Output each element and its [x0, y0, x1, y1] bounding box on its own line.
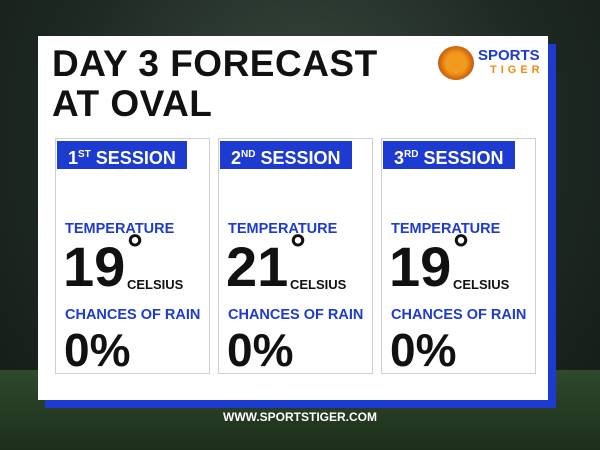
- session-header: 3RD SESSION: [383, 141, 515, 169]
- session-ordinal: 1: [68, 148, 79, 168]
- temperature-unit: CELSIUS: [290, 277, 347, 292]
- session-label: SESSION: [423, 148, 504, 168]
- temperature-label: TEMPERATURE: [228, 221, 338, 237]
- degree-symbol: °: [290, 227, 306, 271]
- rain-label: CHANCES OF RAIN: [65, 307, 201, 323]
- temperature-value: 19: [389, 235, 452, 298]
- session-suffix: ST: [78, 149, 91, 160]
- title: DAY 3 FORECAST: [52, 43, 378, 84]
- temperature-value: 21: [226, 235, 289, 298]
- temperature-label: TEMPERATURE: [391, 221, 501, 237]
- temperature-value: 19: [63, 235, 126, 298]
- logo-icon: [438, 46, 474, 80]
- session-ordinal: 2: [231, 148, 242, 168]
- session-label: SESSION: [260, 148, 341, 168]
- session-panel: 3RD SESSION TEMPERATURE 19 ° CELSIUS CHANCES O…: [381, 138, 536, 376]
- session-label: SESSION: [95, 148, 176, 168]
- temperature-unit: CELSIUS: [453, 277, 510, 292]
- degree-symbol: °: [453, 227, 469, 271]
- footer-url: WWW.SPORTSTIGER.COM: [223, 410, 377, 424]
- card: DAY 3 FORECAST AT OVAL SPORTS TIGER 1ST S…: [38, 36, 548, 400]
- logo-text: TIGER: [490, 64, 544, 76]
- rain-label: CHANCES OF RAIN: [228, 307, 364, 323]
- session-ordinal: 3: [394, 148, 405, 168]
- logo-text: SPORTS: [478, 47, 540, 64]
- rain-label: CHANCES OF RAIN: [391, 307, 527, 323]
- session-header: 2ND SESSION: [220, 141, 352, 169]
- session-panel: 1ST SESSION TEMPERATURE 19 ° CELSIUS CHANCES O…: [55, 138, 210, 376]
- rain-value: 0%: [64, 324, 131, 376]
- rain-value: 0%: [227, 324, 294, 376]
- session-panel: 2ND SESSION TEMPERATURE 21 ° CELSIUS CHANCES O…: [218, 138, 373, 376]
- session-suffix: ND: [241, 149, 256, 160]
- rain-value: 0%: [390, 324, 457, 376]
- session-suffix: RD: [404, 149, 419, 160]
- title: AT OVAL: [52, 83, 213, 124]
- logo: SPORTS TIGER: [438, 44, 548, 84]
- temperature-label: TEMPERATURE: [65, 221, 175, 237]
- temperature-unit: CELSIUS: [127, 277, 184, 292]
- session-header: 1ST SESSION: [57, 141, 187, 169]
- degree-symbol: °: [127, 227, 143, 271]
